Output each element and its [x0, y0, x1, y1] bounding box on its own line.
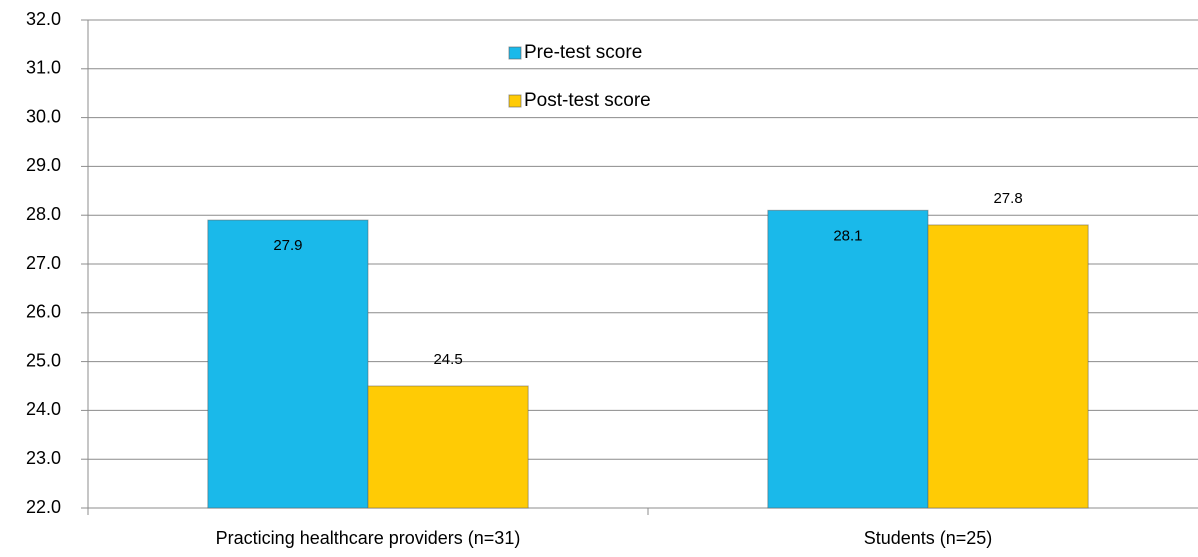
y-tick-label: 29.0	[26, 155, 61, 175]
bar	[767, 209, 929, 509]
bar	[207, 219, 369, 509]
x-tick-label: Practicing healthcare providers (n=31)	[216, 528, 521, 548]
bar	[927, 224, 1089, 509]
y-tick-label: 25.0	[26, 350, 61, 370]
data-label: 27.8	[993, 190, 1022, 207]
legend-swatch	[508, 46, 522, 60]
data-label: 28.1	[833, 227, 862, 244]
y-tick-label: 31.0	[26, 58, 61, 78]
y-tick-label: 22.0	[26, 497, 61, 517]
data-label: 24.5	[433, 351, 462, 368]
legend-label: Post-test score	[524, 90, 651, 111]
legend-swatch	[508, 94, 522, 108]
y-tick-label: 28.0	[26, 204, 61, 224]
bar	[367, 385, 529, 509]
y-tick-label: 24.0	[26, 399, 61, 419]
x-tick-label: Students (n=25)	[864, 528, 993, 548]
legend-label: Pre-test score	[524, 42, 642, 63]
y-tick-label: 23.0	[26, 448, 61, 468]
data-label: 27.9	[273, 237, 302, 254]
y-tick-label: 32.0	[26, 9, 61, 29]
y-tick-label: 30.0	[26, 106, 61, 126]
y-tick-label: 27.0	[26, 253, 61, 273]
y-tick-label: 26.0	[26, 302, 61, 322]
